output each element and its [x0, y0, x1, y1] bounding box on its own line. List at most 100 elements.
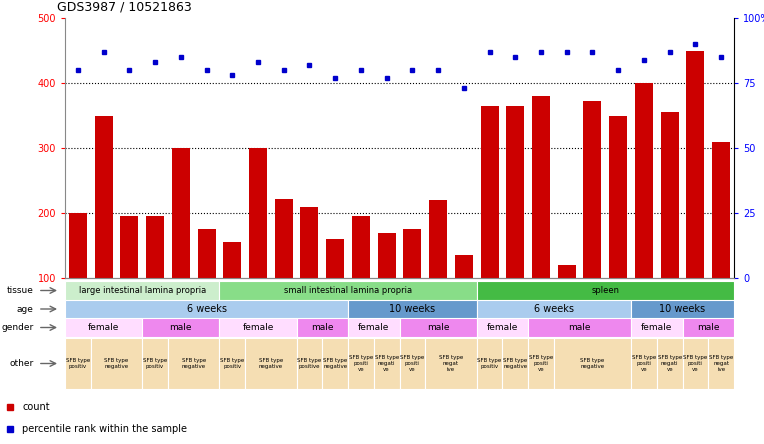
Bar	[296, 318, 348, 337]
Bar	[219, 318, 296, 337]
Text: female: female	[358, 323, 390, 332]
Bar	[198, 229, 215, 278]
Text: age: age	[17, 305, 34, 313]
Bar	[429, 200, 447, 278]
Bar	[532, 96, 550, 278]
Bar	[708, 338, 734, 389]
Text: other: other	[9, 359, 34, 368]
Bar	[631, 318, 682, 337]
Bar	[223, 242, 241, 278]
Bar	[403, 229, 422, 278]
Text: SFB type
negative: SFB type negative	[323, 358, 348, 369]
Text: SFB type
positi
ve: SFB type positi ve	[683, 355, 707, 372]
Text: SFB type
negative: SFB type negative	[105, 358, 128, 369]
Bar	[322, 338, 348, 389]
Bar	[142, 338, 168, 389]
Bar	[635, 83, 653, 278]
Bar	[146, 216, 164, 278]
Text: 10 weeks: 10 weeks	[390, 304, 435, 314]
Text: SFB type
positi
ve: SFB type positi ve	[529, 355, 553, 372]
Bar	[477, 300, 631, 317]
Bar	[528, 338, 554, 389]
Bar	[503, 338, 528, 389]
Text: GDS3987 / 10521863: GDS3987 / 10521863	[57, 0, 192, 14]
Bar	[69, 213, 87, 278]
Bar	[348, 318, 400, 337]
Bar	[507, 106, 524, 278]
Bar	[142, 318, 219, 337]
Bar	[65, 338, 91, 389]
Text: SFB type
negati
ve: SFB type negati ve	[658, 355, 681, 372]
Text: small intestinal lamina propria: small intestinal lamina propria	[284, 286, 412, 295]
Text: male: male	[170, 323, 192, 332]
Bar	[65, 300, 348, 317]
Text: female: female	[641, 323, 672, 332]
Bar	[348, 338, 374, 389]
Bar	[400, 338, 426, 389]
Bar	[374, 338, 400, 389]
Bar	[348, 300, 477, 317]
Text: SFB type
positi
ve: SFB type positi ve	[632, 355, 656, 372]
Bar	[91, 338, 142, 389]
Text: SFB type
positiv: SFB type positiv	[143, 358, 167, 369]
Bar	[400, 318, 477, 337]
Text: male: male	[427, 323, 449, 332]
Bar	[65, 318, 142, 337]
Text: SFB type
negati
ve: SFB type negati ve	[374, 355, 399, 372]
Text: large intestinal lamina propria: large intestinal lamina propria	[79, 286, 206, 295]
Text: spleen: spleen	[591, 286, 620, 295]
Bar	[686, 51, 704, 278]
Bar	[296, 338, 322, 389]
Bar	[219, 281, 477, 300]
Bar	[245, 338, 296, 389]
Text: SFB type
positi
ve: SFB type positi ve	[349, 355, 373, 372]
Bar	[558, 265, 576, 278]
Text: SFB type
negat
ive: SFB type negat ive	[439, 355, 463, 372]
Text: SFB type
positiv: SFB type positiv	[66, 358, 90, 369]
Bar	[477, 281, 734, 300]
Bar	[554, 338, 631, 389]
Text: SFB type
positiv: SFB type positiv	[478, 358, 502, 369]
Bar	[249, 148, 267, 278]
Bar	[326, 239, 344, 278]
Bar	[631, 300, 734, 317]
Bar	[584, 101, 601, 278]
Text: 6 weeks: 6 weeks	[186, 304, 226, 314]
Text: male: male	[697, 323, 720, 332]
Bar	[377, 233, 396, 278]
Text: male: male	[311, 323, 334, 332]
Bar	[477, 338, 503, 389]
Bar	[120, 216, 138, 278]
Bar	[682, 318, 734, 337]
Text: SFB type
positi
ve: SFB type positi ve	[400, 355, 425, 372]
Bar	[609, 115, 627, 278]
Bar	[712, 142, 730, 278]
Text: female: female	[487, 323, 518, 332]
Bar	[481, 106, 499, 278]
Bar	[352, 216, 370, 278]
Bar	[657, 338, 682, 389]
Bar	[172, 148, 189, 278]
Bar	[275, 199, 293, 278]
Text: male: male	[568, 323, 591, 332]
Text: percentile rank within the sample: percentile rank within the sample	[22, 424, 187, 434]
Text: SFB type
negative: SFB type negative	[259, 358, 283, 369]
Bar	[631, 338, 657, 389]
Text: gender: gender	[2, 323, 34, 332]
Text: tissue: tissue	[7, 286, 34, 295]
Bar	[426, 338, 477, 389]
Text: count: count	[22, 401, 50, 412]
Text: SFB type
positiv: SFB type positiv	[220, 358, 244, 369]
Text: SFB type
positive: SFB type positive	[297, 358, 322, 369]
Text: SFB type
negative: SFB type negative	[503, 358, 527, 369]
Text: SFB type
negative: SFB type negative	[182, 358, 206, 369]
Text: SFB type
negative: SFB type negative	[581, 358, 604, 369]
Text: SFB type
negat
ive: SFB type negat ive	[709, 355, 733, 372]
Text: 6 weeks: 6 weeks	[534, 304, 574, 314]
Bar	[219, 338, 245, 389]
Text: 10 weeks: 10 weeks	[659, 304, 706, 314]
Bar	[65, 281, 219, 300]
Bar	[661, 112, 678, 278]
Text: female: female	[242, 323, 274, 332]
Bar	[477, 318, 528, 337]
